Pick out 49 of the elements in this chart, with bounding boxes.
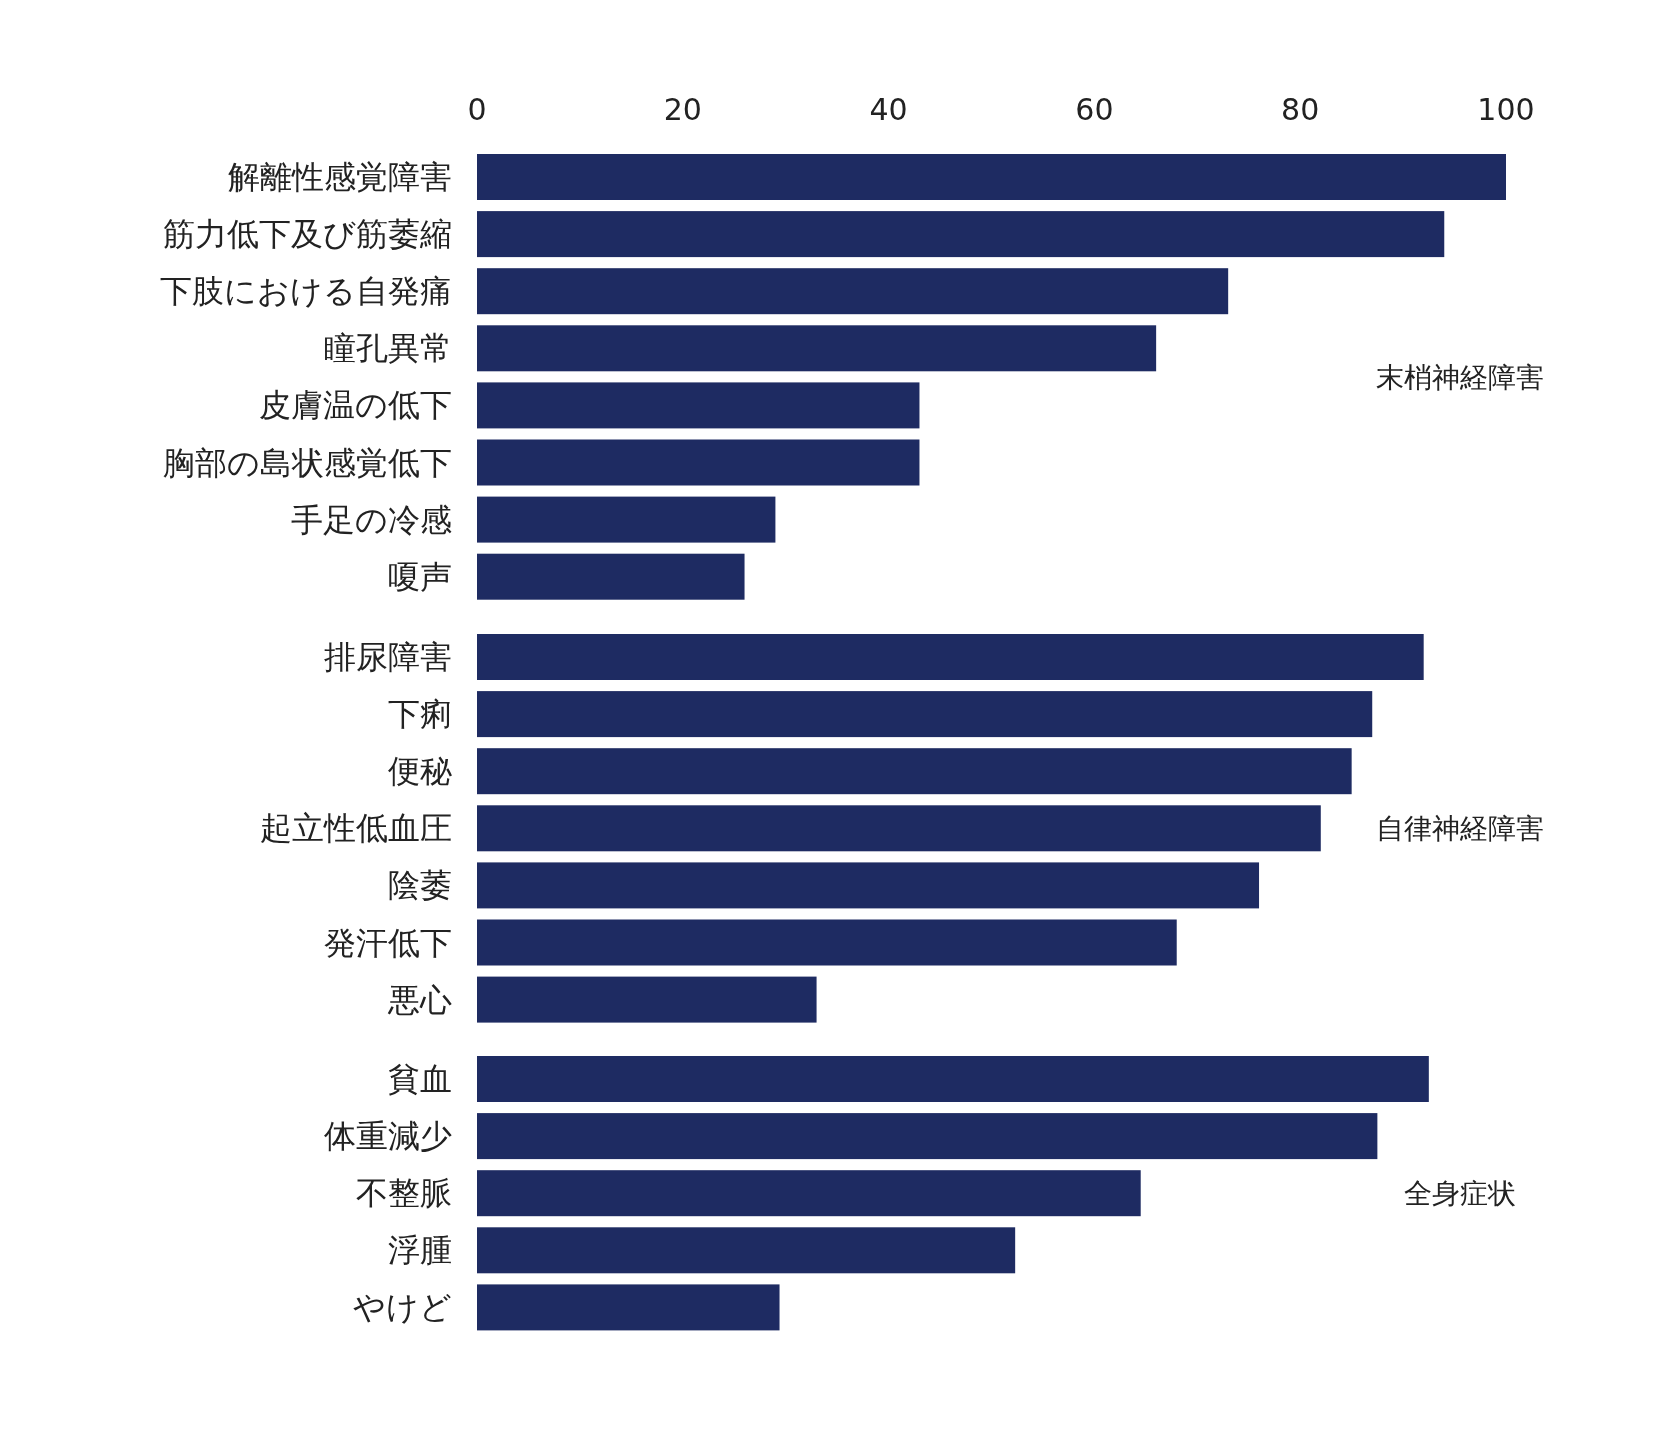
y-tick-label: 筋力低下及び筋萎縮	[163, 215, 452, 254]
bar	[477, 325, 1157, 372]
annotation: 末梢神経障害	[1376, 360, 1544, 394]
bar	[477, 919, 1177, 966]
bar	[477, 553, 745, 600]
y-tick-label: 下痢	[388, 695, 452, 734]
y-tick-label: 不整脈	[356, 1174, 452, 1213]
y-tick-label: 体重減少	[324, 1117, 452, 1156]
bar	[477, 1284, 780, 1331]
bar	[477, 805, 1321, 852]
x-tick-label: 20	[663, 92, 702, 127]
x-tick-label: 40	[869, 92, 908, 127]
x-tick-label: 60	[1075, 92, 1114, 127]
y-tick-label: 便秘	[388, 752, 452, 791]
bar	[477, 211, 1445, 258]
y-tick-label: 胸部の島状感覚低下	[163, 443, 452, 482]
y-tick-label: 手足の冷感	[291, 500, 452, 539]
y-tick-label: 陰萎	[388, 866, 452, 905]
bar	[477, 862, 1260, 909]
y-tick-label: 解離性感覚障害	[228, 158, 452, 196]
bar	[477, 154, 1506, 200]
y-tick-label: 皮膚温の低下	[259, 386, 452, 425]
y-tick-label: 発汗低下	[324, 923, 452, 962]
bar	[477, 1113, 1378, 1160]
x-tick-label: 80	[1281, 92, 1320, 127]
bar	[477, 268, 1229, 315]
y-tick-label: 瞳孔異常	[324, 329, 452, 368]
bar	[477, 496, 776, 543]
y-tick-label: やけど	[353, 1288, 452, 1327]
annotation: 自律神経障害	[1376, 812, 1544, 846]
bar	[477, 691, 1373, 738]
y-tick-label: 起立性低血圧	[260, 809, 452, 848]
bar	[477, 382, 920, 429]
y-tick-label: 下肢における自発痛	[160, 272, 452, 311]
bar	[477, 634, 1424, 680]
bar	[477, 1227, 1016, 1274]
y-tick-label: 排尿障害	[324, 638, 452, 676]
annotation: 全身症状	[1404, 1177, 1516, 1211]
y-tick-label: 悪心	[387, 980, 452, 1019]
bar	[477, 748, 1352, 795]
y-tick-label: 貧血	[388, 1060, 452, 1098]
y-tick-label: 浮腫	[388, 1231, 452, 1270]
bar	[477, 1170, 1141, 1217]
bar	[477, 439, 920, 486]
bar	[477, 976, 817, 1023]
bar	[477, 1056, 1429, 1102]
x-tick-label: 0	[467, 92, 487, 127]
y-tick-label: 嗄声	[388, 557, 452, 596]
x-tick-label: 100	[1477, 92, 1535, 127]
